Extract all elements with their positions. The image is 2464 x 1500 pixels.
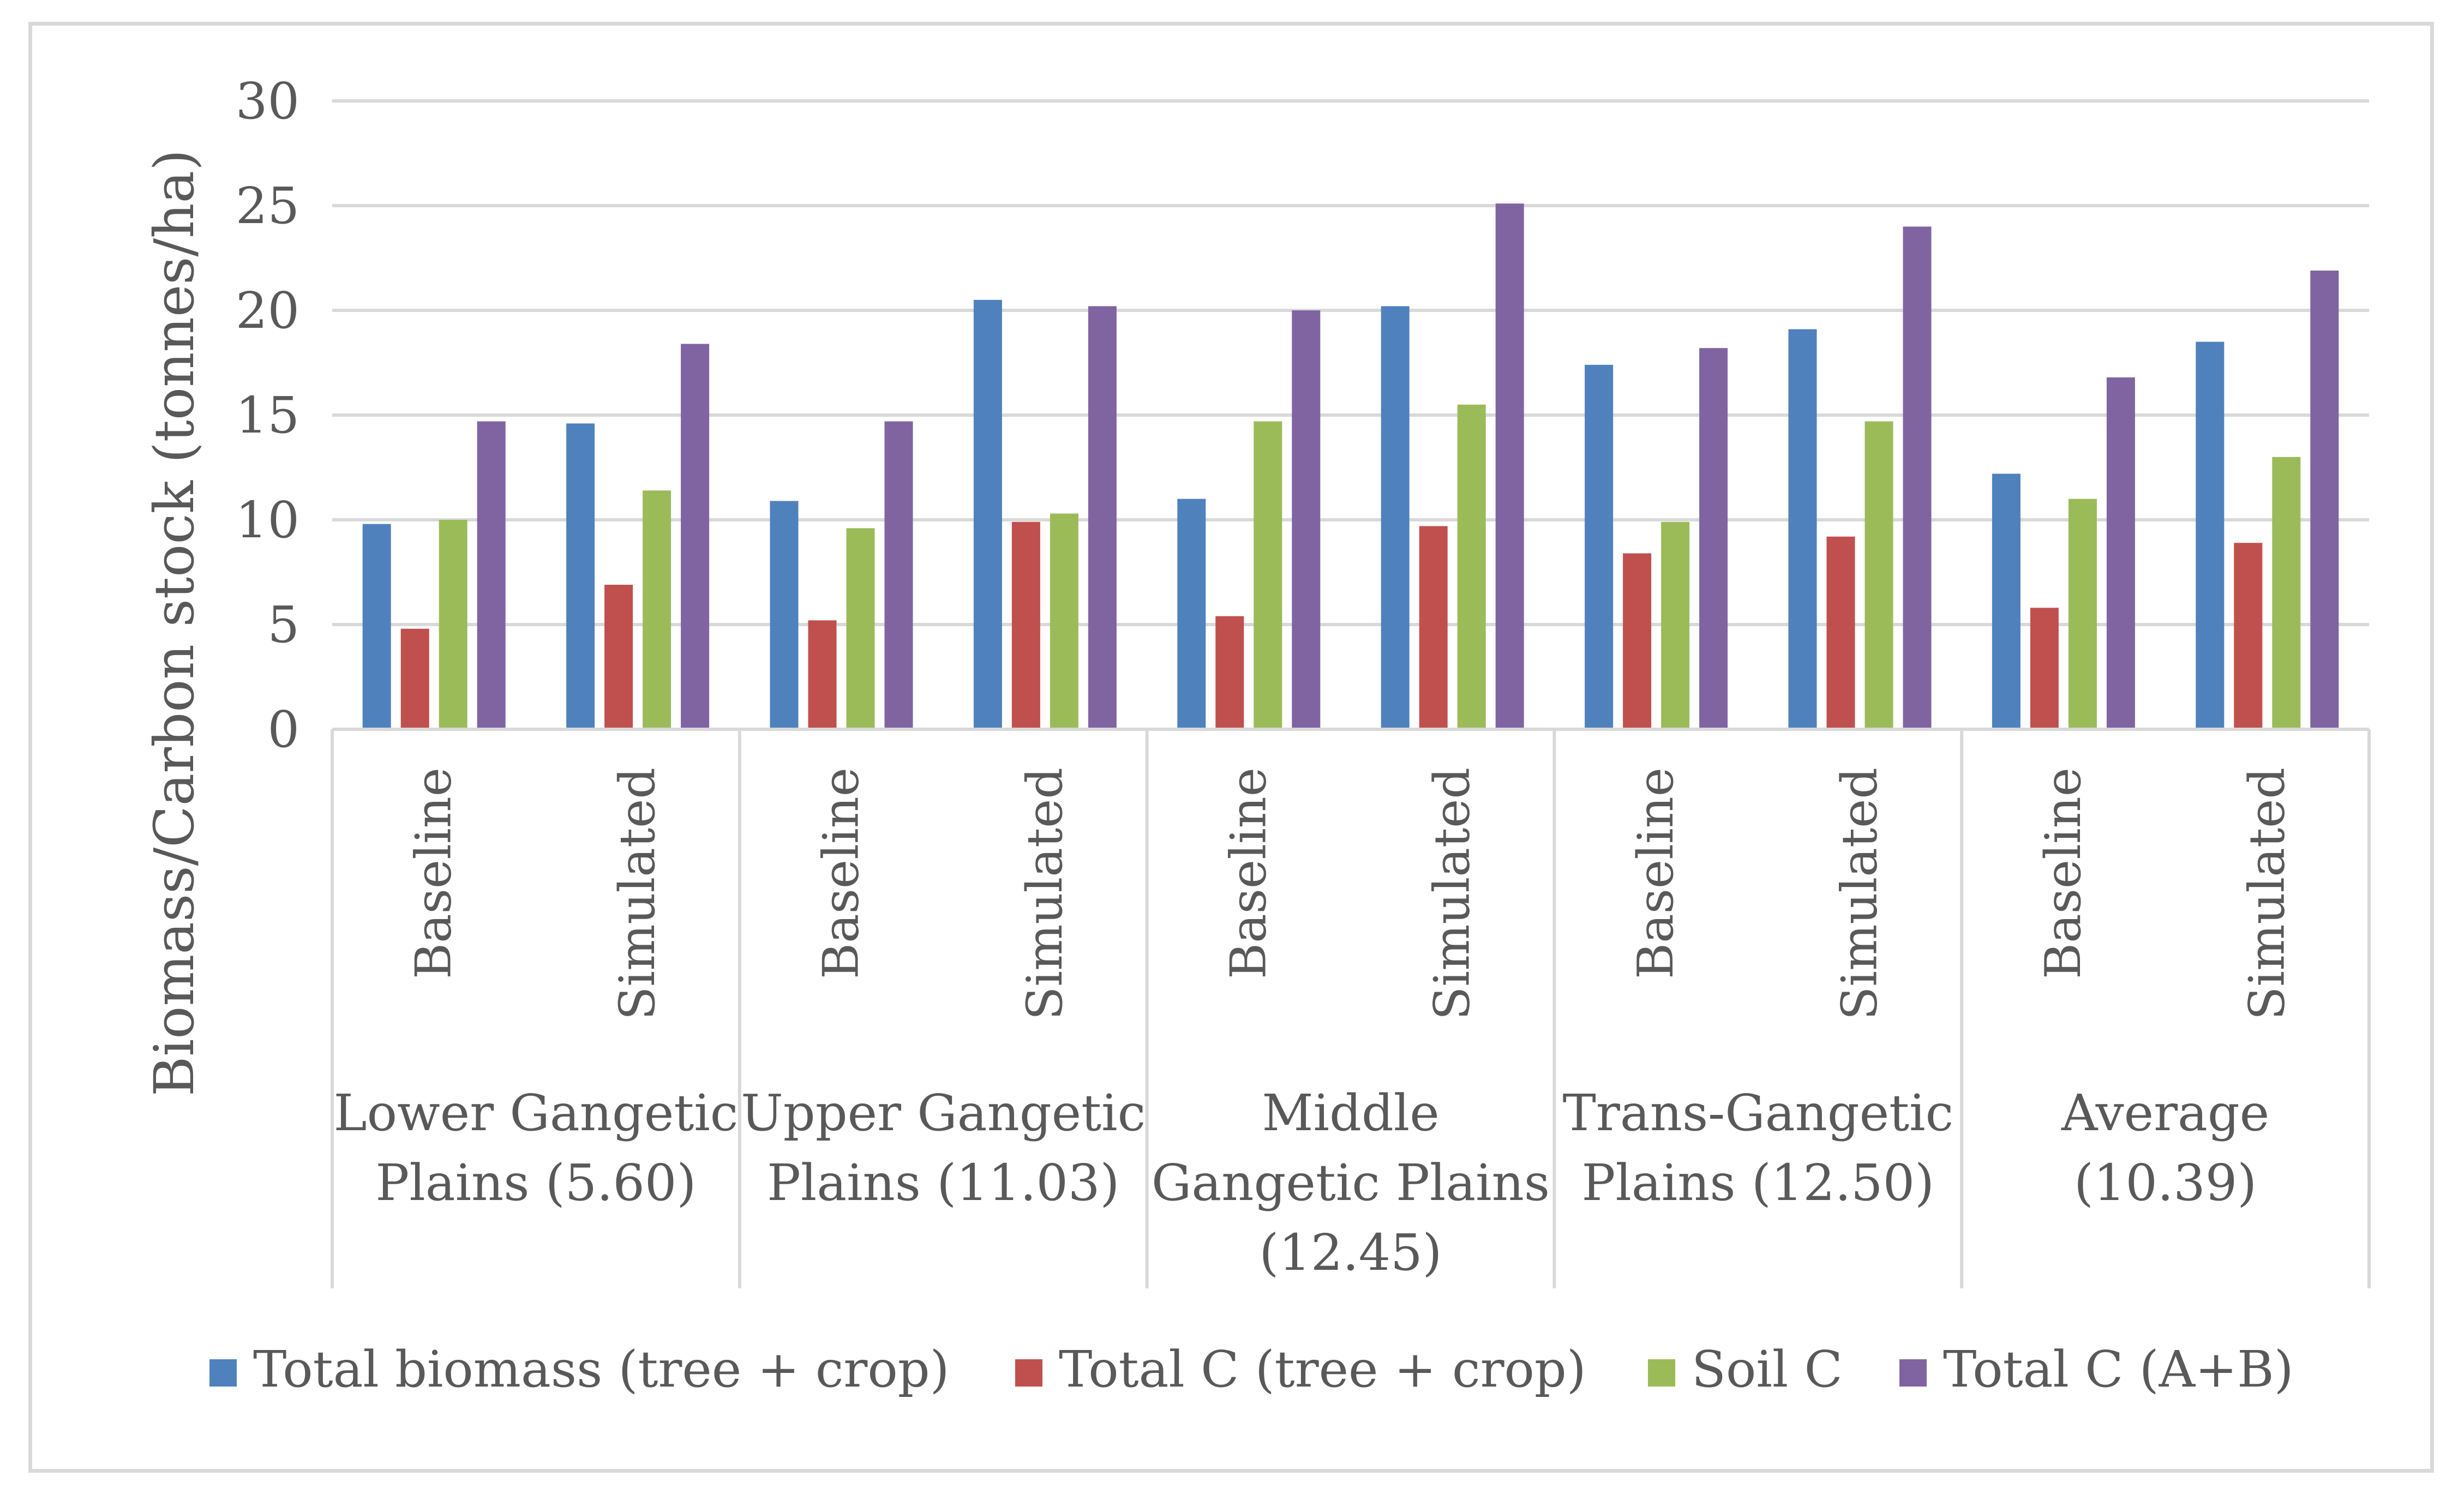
bar-chart: 0 5 10 15 20 25 30 Baseline Simulated Baseline Sim…	[142, 72, 2371, 1399]
category-label-baseline: Baseline	[2035, 767, 2092, 979]
bar-total-c-tree-crop-5	[1419, 526, 1448, 729]
bar-total-biomass-tree-crop-8	[1992, 473, 2021, 729]
bar-total-biomass-tree-crop-5	[1381, 306, 1410, 729]
category-label-simulated: Simulated	[1016, 767, 1074, 1020]
bar-total-c-a-b-0	[477, 421, 506, 729]
group-label: Plains (5.60)	[375, 1154, 696, 1212]
bar-total-c-a-b-8	[2106, 377, 2135, 729]
legend-label: Soil C	[1692, 1340, 1843, 1399]
bar-soil-c-2	[846, 528, 875, 729]
bar-total-c-tree-crop-2	[808, 620, 837, 729]
bar-total-c-a-b-1	[681, 344, 710, 729]
category-label-baseline: Baseline	[1220, 767, 1277, 979]
bar-total-c-a-b-2	[884, 421, 913, 729]
legend-swatch-3	[1899, 1359, 1927, 1387]
y-tick-label: 0	[267, 700, 299, 759]
bar-total-biomass-tree-crop-7	[1788, 329, 1817, 729]
group-label: Average	[2061, 1084, 2269, 1142]
group-label: Plains (12.50)	[1582, 1154, 1934, 1212]
y-tick-label: 25	[236, 177, 299, 235]
bar-total-c-tree-crop-9	[2234, 543, 2263, 729]
chart-frame: 0 5 10 15 20 25 30 Baseline Simulated Baseline Sim…	[28, 22, 2434, 1473]
bar-soil-c-5	[1457, 404, 1486, 729]
legend-label: Total C (A+B)	[1943, 1340, 2294, 1399]
bar-soil-c-7	[1865, 421, 1893, 729]
bar-total-biomass-tree-crop-6	[1585, 364, 1614, 729]
bar-soil-c-0	[439, 520, 467, 729]
category-label-baseline: Baseline	[813, 767, 870, 979]
bar-total-c-a-b-4	[1292, 310, 1321, 729]
category-label-baseline: Baseline	[405, 767, 463, 979]
y-tick-label: 5	[267, 596, 299, 654]
category-label-simulated: Simulated	[1424, 767, 1481, 1020]
bar-total-c-tree-crop-8	[2030, 608, 2059, 729]
group-label: Plains (11.03)	[767, 1154, 1119, 1212]
bar-total-biomass-tree-crop-9	[2196, 341, 2225, 729]
category-label-simulated: Simulated	[1831, 767, 1889, 1020]
group-label: Gangetic Plains	[1152, 1154, 1550, 1212]
y-tick-label: 30	[236, 72, 299, 130]
bar-soil-c-3	[1050, 513, 1078, 729]
bar-soil-c-4	[1254, 421, 1282, 729]
bar-soil-c-9	[2272, 457, 2301, 729]
legend-swatch-0	[209, 1359, 237, 1387]
bar-total-c-a-b-5	[1495, 203, 1524, 729]
y-tick-label: 10	[236, 491, 299, 549]
group-label: (12.45)	[1259, 1223, 1442, 1282]
legend-label: Total biomass (tree + crop)	[253, 1340, 950, 1399]
bar-total-biomass-tree-crop-0	[362, 524, 391, 729]
bar-total-c-tree-crop-0	[400, 628, 429, 729]
group-label: Trans-Gangetic	[1563, 1084, 1954, 1142]
bar-total-c-tree-crop-3	[1011, 521, 1040, 729]
bar-total-biomass-tree-crop-2	[770, 501, 799, 729]
y-tick-label: 20	[236, 281, 299, 340]
group-label: Lower Gangetic	[334, 1084, 739, 1142]
category-label-simulated: Simulated	[609, 767, 666, 1020]
group-label: (10.39)	[2074, 1154, 2257, 1212]
legend-label: Total C (tree + crop)	[1059, 1340, 1586, 1399]
bar-soil-c-6	[1661, 521, 1690, 729]
y-tick-label: 15	[236, 386, 299, 445]
legend-swatch-2	[1648, 1359, 1675, 1387]
bar-total-biomass-tree-crop-4	[1177, 499, 1206, 729]
y-axis-title: Biomass/Carbon stock (tonnes/ha)	[142, 149, 206, 1096]
bar-total-c-a-b-6	[1699, 348, 1728, 729]
bar-soil-c-8	[2068, 499, 2097, 729]
bar-total-c-a-b-9	[2310, 271, 2339, 729]
legend-swatch-1	[1015, 1359, 1042, 1387]
bar-soil-c-1	[643, 490, 672, 729]
bar-total-c-tree-crop-7	[1826, 536, 1855, 729]
category-label-baseline: Baseline	[1627, 767, 1684, 979]
group-label: Upper Gangetic	[741, 1084, 1146, 1142]
bar-total-biomass-tree-crop-1	[566, 423, 595, 729]
bar-total-c-tree-crop-4	[1215, 616, 1244, 729]
bar-total-biomass-tree-crop-3	[973, 299, 1002, 729]
group-label: Middle	[1262, 1084, 1439, 1142]
bar-total-c-a-b-3	[1088, 306, 1117, 729]
category-label-simulated: Simulated	[2238, 767, 2295, 1020]
bar-total-c-a-b-7	[1903, 226, 1932, 729]
bar-total-c-tree-crop-6	[1623, 553, 1652, 729]
bar-total-c-tree-crop-1	[604, 585, 633, 729]
